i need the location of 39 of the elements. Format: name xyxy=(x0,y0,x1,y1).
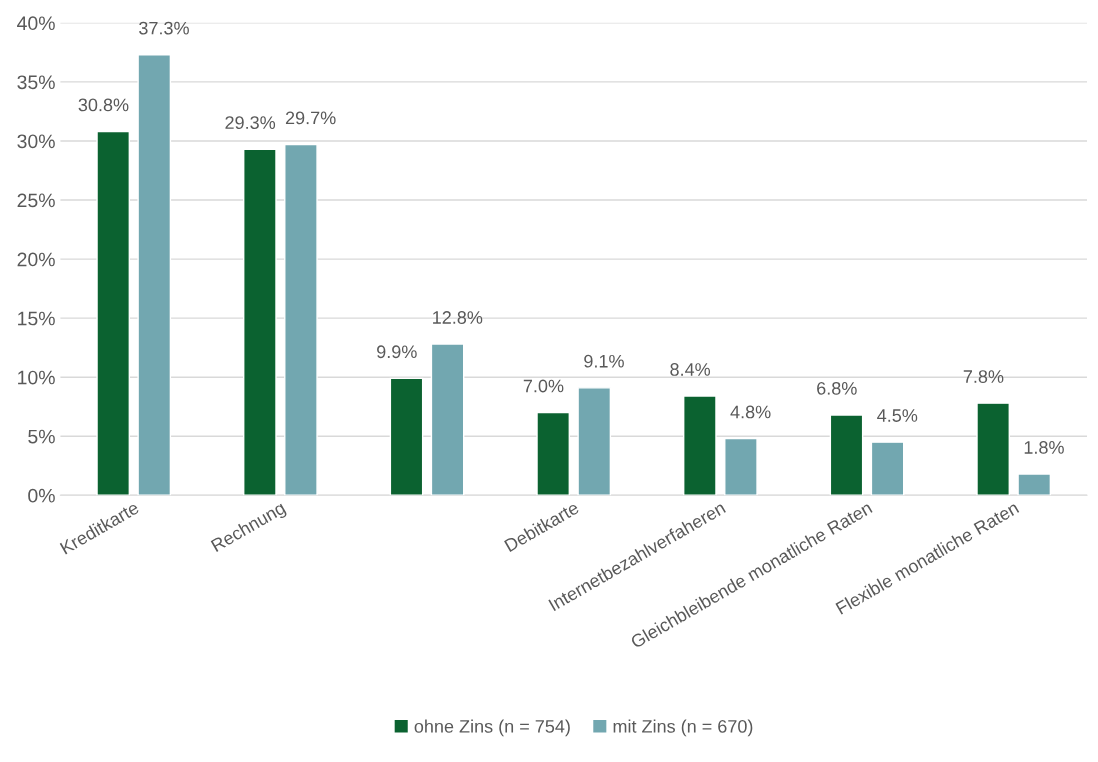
bar xyxy=(870,441,905,496)
data-label: 30.8% xyxy=(78,98,129,112)
y-tick-label: 5% xyxy=(28,429,55,444)
y-tick-label: 40% xyxy=(17,16,55,31)
y-tick-label: 30% xyxy=(17,134,55,149)
data-label: 8.4% xyxy=(670,363,711,376)
data-label: 7.0% xyxy=(523,379,564,393)
bar xyxy=(724,437,758,496)
y-tick-label: 35% xyxy=(17,75,55,90)
y-tick-label: 0% xyxy=(28,488,55,503)
bar xyxy=(976,402,1010,496)
data-label: 29.7% xyxy=(285,111,336,125)
bar xyxy=(137,54,172,496)
data-label: 1.8% xyxy=(1024,441,1064,454)
data-label: 4.5% xyxy=(877,409,918,422)
legend-label: mit Zins (n = 670) xyxy=(613,719,753,737)
bar xyxy=(1017,473,1052,496)
bar xyxy=(389,377,424,496)
bar xyxy=(577,387,612,496)
bar xyxy=(284,143,318,496)
bar xyxy=(430,343,465,496)
data-label: 9.9% xyxy=(377,345,417,359)
y-tick-label: 20% xyxy=(17,252,55,267)
data-label: 37.3% xyxy=(139,21,189,35)
y-tick-label: 15% xyxy=(18,311,55,326)
data-label: 29.3% xyxy=(225,116,276,129)
data-label: 9.1% xyxy=(584,354,624,368)
data-label: 12.8% xyxy=(433,311,483,324)
data-label: 7.8% xyxy=(963,370,1004,383)
data-label: 4.8% xyxy=(730,405,771,419)
y-tick-label: 25% xyxy=(17,193,55,208)
bar xyxy=(683,395,717,496)
legend-label: ohne Zins (n = 754) xyxy=(414,719,570,737)
bar xyxy=(536,411,571,496)
bar xyxy=(243,148,277,496)
data-label: 6.8% xyxy=(817,381,857,395)
y-tick-label: 10% xyxy=(18,370,55,385)
bar xyxy=(829,414,864,496)
bar xyxy=(96,130,131,496)
